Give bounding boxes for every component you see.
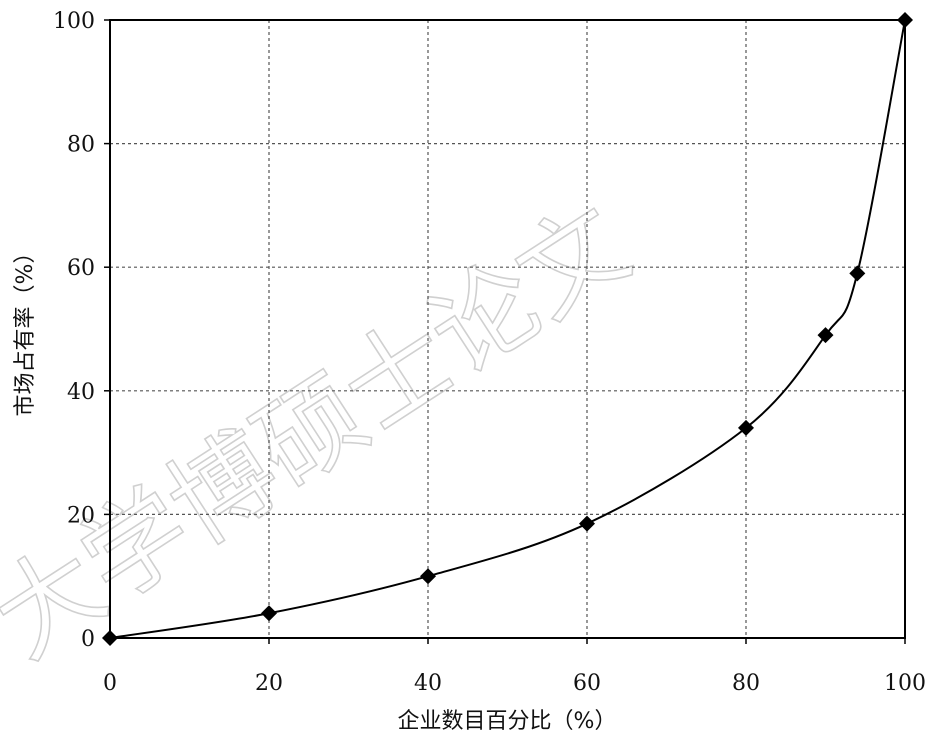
plot-frame xyxy=(109,19,906,639)
x-tick-label: 80 xyxy=(732,671,760,696)
x-tick-label: 40 xyxy=(414,671,442,696)
data-point xyxy=(102,630,118,646)
x-tick-label: 0 xyxy=(103,671,117,696)
watermark-text: 大学博硕士论文 xyxy=(0,182,649,681)
x-axis-label: 企业数目百分比（%） xyxy=(398,709,617,734)
data-point xyxy=(738,419,754,436)
y-tick-label: 100 xyxy=(53,9,95,34)
y-axis-label: 市场占有率（%） xyxy=(13,242,38,417)
data-point xyxy=(817,327,834,344)
gridlines xyxy=(110,20,905,638)
data-point xyxy=(849,265,866,282)
y-tick-label: 80 xyxy=(67,133,95,158)
y-tick-label: 20 xyxy=(67,503,95,528)
axis-ticks: 0 20 40 60 80 100 0 20 40 60 80 100 xyxy=(53,9,926,696)
data-point xyxy=(579,515,595,532)
x-tick-label: 60 xyxy=(573,671,601,696)
x-tick-label: 100 xyxy=(884,671,926,696)
x-tick-label: 20 xyxy=(255,671,283,696)
data-point xyxy=(261,605,277,622)
watermark: 大学博硕士论文 xyxy=(0,181,650,681)
data-point xyxy=(420,568,436,585)
y-tick-label: 60 xyxy=(67,256,95,281)
series xyxy=(102,12,913,646)
data-point xyxy=(897,12,913,28)
y-tick-label: 40 xyxy=(67,380,95,405)
y-tick-label: 0 xyxy=(81,627,95,652)
